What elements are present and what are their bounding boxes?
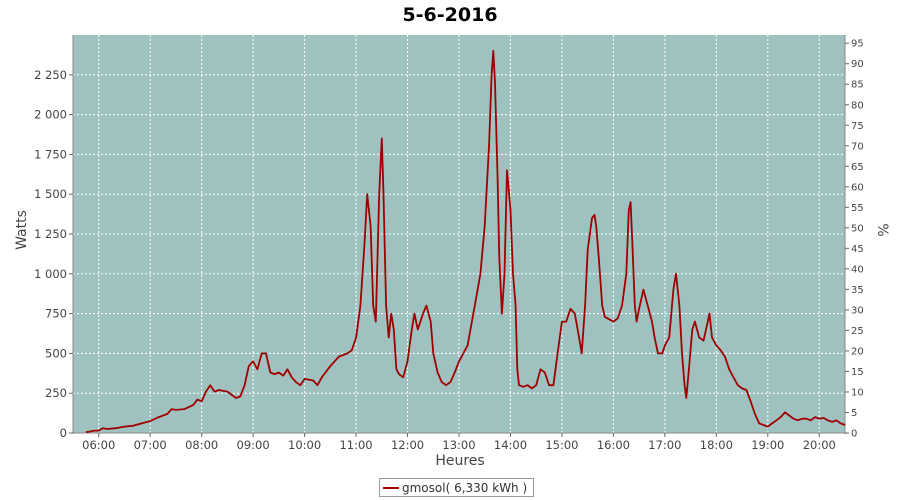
- x-tick-label: 20:00: [803, 438, 836, 452]
- y2-tick-label: 95: [851, 39, 864, 50]
- y-tick-label: 1 250: [34, 227, 67, 241]
- y2-tick-label: 10: [851, 387, 864, 398]
- y2-tick-label: 80: [851, 100, 864, 111]
- x-tick-label: 17:00: [648, 438, 681, 452]
- x-tick-label: 13:00: [442, 438, 475, 452]
- y2-tick-label: 75: [851, 121, 864, 132]
- legend-label: gmosol( 6,330 kWh ): [402, 480, 528, 495]
- y-tick-label: 1 750: [34, 147, 67, 161]
- x-tick-label: 14:00: [494, 438, 527, 452]
- y-tick-label: 1 500: [34, 187, 67, 201]
- legend: gmosol( 6,330 kWh ): [379, 478, 535, 497]
- legend-swatch: [383, 486, 399, 489]
- x-tick-label: 12:00: [391, 438, 424, 452]
- y2-tick-label: 30: [851, 305, 864, 316]
- y2-tick-label: 25: [851, 326, 864, 337]
- grid: [73, 35, 845, 433]
- x-tick-label: 10:00: [288, 438, 321, 452]
- x-tick-label: 19:00: [751, 438, 784, 452]
- y-tick-label: 2 000: [34, 108, 67, 122]
- y-tick-label: 2 250: [34, 68, 67, 82]
- y2-tick-label: 45: [851, 244, 864, 255]
- y2-tick-label: 50: [851, 223, 864, 234]
- x-tick-label: 15:00: [545, 438, 578, 452]
- y2-axis-title: %: [874, 223, 890, 236]
- y2-tick-label: 55: [851, 203, 864, 214]
- y-tick-label: 250: [45, 386, 67, 400]
- x-tick-label: 18:00: [700, 438, 733, 452]
- x-tick-label: 11:00: [339, 438, 372, 452]
- y2-tick-label: 70: [851, 141, 864, 152]
- y2-tick-label: 15: [851, 367, 864, 378]
- series-line: [85, 50, 846, 434]
- x-tick-label: 07:00: [134, 438, 167, 452]
- y-tick-label: 1 000: [34, 267, 67, 281]
- x-tick-label: 06:00: [82, 438, 115, 452]
- y-axis-ticks: 0 250 500 750 1 000 1 250 1 500 1 750 2 000 2 250: [34, 68, 73, 440]
- y2-tick-label: 40: [851, 264, 864, 275]
- y2-tick-label: 85: [851, 80, 864, 91]
- x-axis-title: Heures: [435, 453, 484, 469]
- y2-tick-label: 60: [851, 182, 864, 193]
- y2-tick-label: 65: [851, 162, 864, 173]
- chart-title: 5-6-2016: [402, 4, 497, 26]
- y2-tick-label: 20: [851, 346, 864, 357]
- x-tick-label: 08:00: [185, 438, 218, 452]
- y2-tick-label: 90: [851, 59, 864, 70]
- y-axis-title: Watts: [14, 210, 30, 250]
- x-tick-label: 16:00: [597, 438, 630, 452]
- x-axis-ticks: 06:00 07:00 08:00 09:00 10:00 11:00 12:00 13:00…: [82, 433, 836, 452]
- y2-tick-label: 0: [851, 429, 857, 440]
- y-tick-label: 0: [60, 426, 67, 440]
- y-tick-label: 500: [45, 346, 67, 360]
- x-tick-label: 09:00: [237, 438, 270, 452]
- y2-tick-label: 35: [851, 285, 864, 296]
- y-tick-label: 750: [45, 307, 67, 321]
- y2-axis-ticks: 0 5 10 15 20 25 30 35 40 45 50 55 60 65 70 75 80 85 90 95: [845, 39, 864, 440]
- y2-tick-label: 5: [851, 408, 857, 419]
